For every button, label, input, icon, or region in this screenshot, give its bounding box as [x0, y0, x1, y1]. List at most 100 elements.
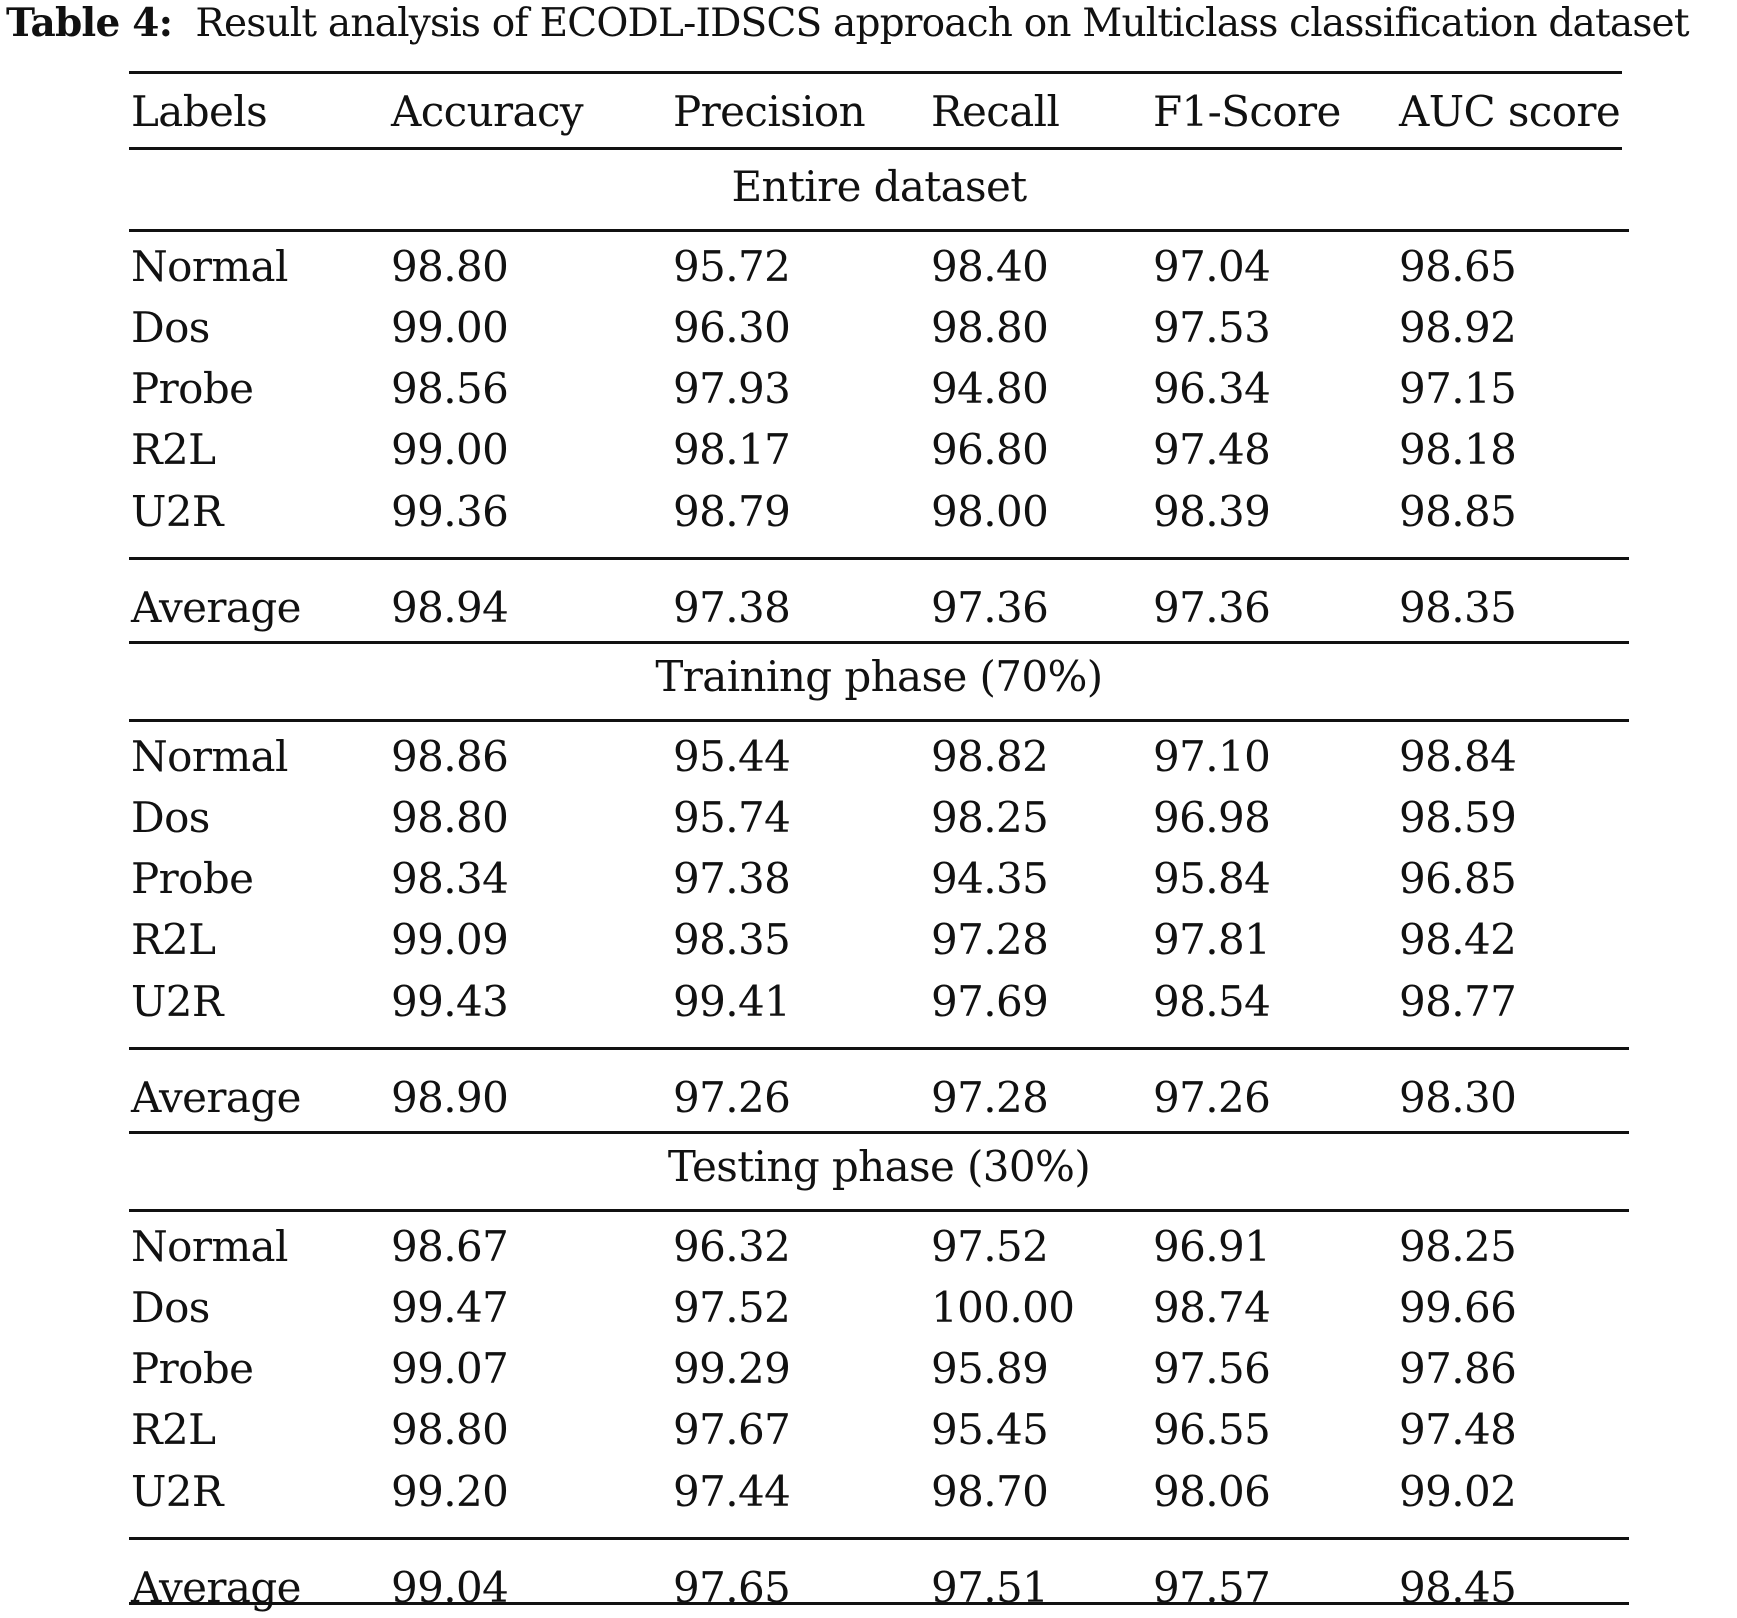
table-row: U2R 99.43 99.41 97.69 98.54 98.77 — [0, 972, 1737, 1032]
cell-precision: 95.72 — [673, 242, 791, 291]
cell-auc-score: 98.85 — [1399, 487, 1517, 536]
header-f1-score: F1-Score — [1153, 87, 1341, 136]
cell-auc-score: 98.18 — [1399, 425, 1517, 474]
header-rule — [129, 147, 1622, 150]
cell-recall: 97.28 — [931, 1073, 1049, 1122]
cell-recall: 97.28 — [931, 915, 1049, 964]
cell-recall: 98.00 — [931, 487, 1049, 536]
cell-label: Normal — [131, 1222, 288, 1271]
section-rule — [129, 641, 1629, 644]
caption-label: Table 4: — [6, 0, 173, 46]
cell-precision: 97.26 — [673, 1073, 791, 1122]
cell-accuracy: 98.67 — [391, 1222, 509, 1271]
cell-auc-score: 98.77 — [1399, 977, 1517, 1026]
cell-f1-score: 98.74 — [1153, 1283, 1271, 1332]
average-rule — [129, 1537, 1629, 1540]
cell-auc-score: 98.35 — [1399, 583, 1517, 632]
cell-precision: 95.44 — [673, 732, 791, 781]
table-row: Probe 99.07 99.29 95.89 97.56 97.86 — [0, 1339, 1737, 1399]
cell-label: Probe — [131, 854, 254, 903]
cell-precision: 99.29 — [673, 1344, 791, 1393]
cell-recall: 97.52 — [931, 1222, 1049, 1271]
cell-recall: 94.35 — [931, 854, 1049, 903]
cell-f1-score: 96.34 — [1153, 364, 1271, 413]
cell-label: R2L — [131, 425, 216, 474]
cell-auc-score: 98.92 — [1399, 303, 1517, 352]
cell-recall: 98.40 — [931, 242, 1049, 291]
cell-label: Average — [131, 1073, 301, 1122]
cell-precision: 97.65 — [673, 1563, 791, 1612]
cell-recall: 100.00 — [931, 1283, 1075, 1332]
cell-accuracy: 98.80 — [391, 793, 509, 842]
cell-f1-score: 97.48 — [1153, 425, 1271, 474]
cell-label: Probe — [131, 1344, 254, 1393]
table-row: R2L 99.00 98.17 96.80 97.48 98.18 — [0, 420, 1737, 480]
cell-auc-score: 96.85 — [1399, 854, 1517, 903]
table-row: U2R 99.20 97.44 98.70 98.06 99.02 — [0, 1462, 1737, 1522]
cell-f1-score: 96.98 — [1153, 793, 1271, 842]
section-title-rule — [129, 229, 1629, 232]
cell-auc-score: 98.42 — [1399, 915, 1517, 964]
cell-label: Probe — [131, 364, 254, 413]
cell-f1-score: 97.56 — [1153, 1344, 1271, 1393]
cell-label: Dos — [131, 303, 210, 352]
cell-label: Normal — [131, 732, 288, 781]
cell-precision: 98.79 — [673, 487, 791, 536]
header-precision: Precision — [673, 87, 866, 136]
cell-precision: 97.38 — [673, 583, 791, 632]
cell-accuracy: 98.94 — [391, 583, 509, 632]
cell-accuracy: 99.43 — [391, 977, 509, 1026]
cell-accuracy: 99.36 — [391, 487, 509, 536]
cell-auc-score: 98.65 — [1399, 242, 1517, 291]
table-row: Probe 98.56 97.93 94.80 96.34 97.15 — [0, 359, 1737, 419]
cell-accuracy: 99.47 — [391, 1283, 509, 1332]
average-row: Average 99.04 97.65 97.51 97.57 98.45 — [0, 1558, 1737, 1618]
cell-recall: 97.51 — [931, 1563, 1049, 1612]
header-row: Labels Accuracy Precision Recall F1-Scor… — [0, 82, 1737, 142]
cell-precision: 98.35 — [673, 915, 791, 964]
cell-f1-score: 98.06 — [1153, 1467, 1271, 1516]
bottom-rule — [129, 1602, 1629, 1605]
cell-accuracy: 98.90 — [391, 1073, 509, 1122]
cell-precision: 99.41 — [673, 977, 791, 1026]
cell-accuracy: 99.20 — [391, 1467, 509, 1516]
cell-f1-score: 97.81 — [1153, 915, 1271, 964]
cell-auc-score: 99.66 — [1399, 1283, 1517, 1332]
table-row: Dos 98.80 95.74 98.25 96.98 98.59 — [0, 788, 1737, 848]
cell-recall: 94.80 — [931, 364, 1049, 413]
cell-label: Average — [131, 583, 301, 632]
section-title-rule — [129, 1209, 1629, 1212]
table-row: Dos 99.47 97.52 100.00 98.74 99.66 — [0, 1278, 1737, 1338]
table-row: R2L 99.09 98.35 97.28 97.81 98.42 — [0, 910, 1737, 970]
cell-f1-score: 97.26 — [1153, 1073, 1271, 1122]
cell-accuracy: 98.86 — [391, 732, 509, 781]
cell-accuracy: 98.80 — [391, 242, 509, 291]
cell-accuracy: 99.00 — [391, 425, 509, 474]
cell-f1-score: 95.84 — [1153, 854, 1271, 903]
table-row: Normal 98.67 96.32 97.52 96.91 98.25 — [0, 1217, 1737, 1277]
cell-f1-score: 97.53 — [1153, 303, 1271, 352]
cell-accuracy: 99.00 — [391, 303, 509, 352]
header-recall: Recall — [931, 87, 1060, 136]
cell-accuracy: 99.07 — [391, 1344, 509, 1393]
cell-f1-score: 98.39 — [1153, 487, 1271, 536]
cell-recall: 97.36 — [931, 583, 1049, 632]
cell-precision: 96.30 — [673, 303, 791, 352]
cell-accuracy: 98.80 — [391, 1405, 509, 1454]
cell-auc-score: 97.86 — [1399, 1344, 1517, 1393]
cell-precision: 97.38 — [673, 854, 791, 903]
cell-recall: 98.82 — [931, 732, 1049, 781]
cell-auc-score: 98.25 — [1399, 1222, 1517, 1271]
cell-precision: 97.67 — [673, 1405, 791, 1454]
cell-precision: 97.52 — [673, 1283, 791, 1332]
cell-auc-score: 97.15 — [1399, 364, 1517, 413]
cell-label: Dos — [131, 1283, 210, 1332]
cell-f1-score: 96.55 — [1153, 1405, 1271, 1454]
cell-recall: 98.25 — [931, 793, 1049, 842]
cell-precision: 96.32 — [673, 1222, 791, 1271]
cell-recall: 95.45 — [931, 1405, 1049, 1454]
average-row: Average 98.94 97.38 97.36 97.36 98.35 — [0, 578, 1737, 638]
table-caption: Table 4: Result analysis of ECODL-IDSCS … — [6, 0, 1690, 46]
cell-auc-score: 99.02 — [1399, 1467, 1517, 1516]
average-row: Average 98.90 97.26 97.28 97.26 98.30 — [0, 1068, 1737, 1128]
